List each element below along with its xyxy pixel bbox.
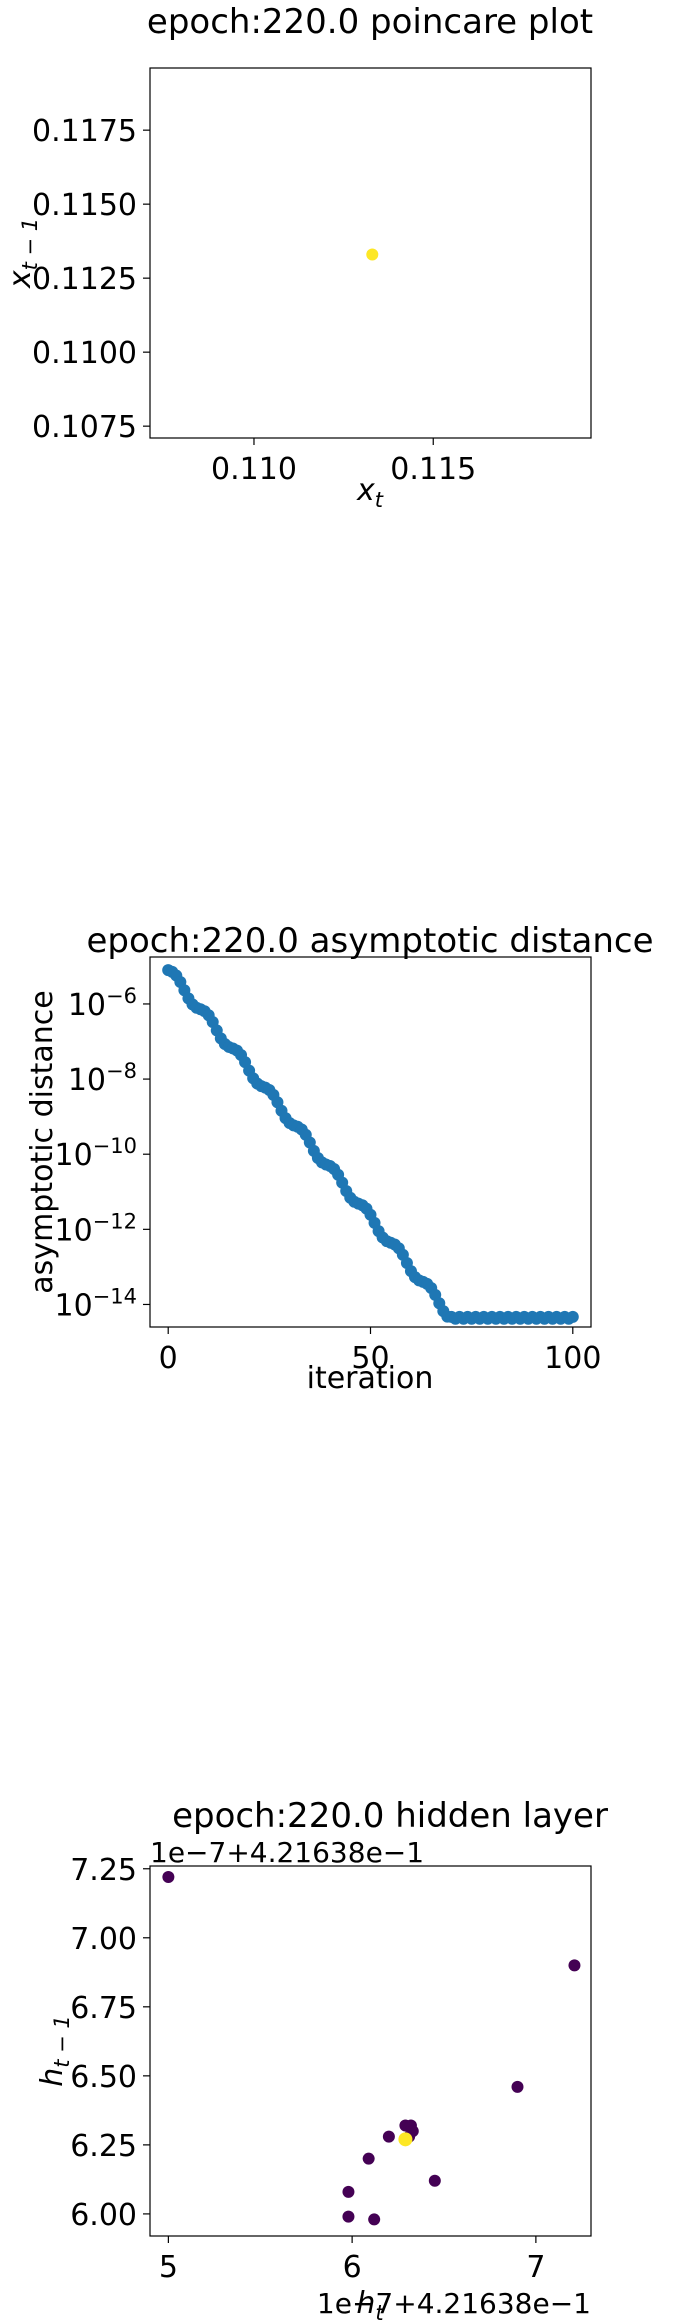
scatter-point xyxy=(382,2130,395,2143)
x-tick-label: 100 xyxy=(544,1341,601,1376)
y-tick-label: 6.75 xyxy=(70,1991,137,2026)
plot-frame xyxy=(149,1865,592,2237)
y-tick-label: 10−14 xyxy=(54,1284,137,1323)
x-axis-label: xt xyxy=(356,473,384,512)
plot-marks xyxy=(162,964,579,1325)
y-tick-label: 10−12 xyxy=(54,1209,137,1248)
plot-frame xyxy=(149,67,592,439)
x-axis-ticks: 0.110 0.115 xyxy=(211,438,476,487)
y-tick-label: 0.1100 xyxy=(32,336,137,371)
y-axis-label: ht − 1 xyxy=(35,2015,74,2087)
scatter-point xyxy=(368,2213,381,2226)
scatter-point xyxy=(366,248,379,261)
x-tick-label: 0.110 xyxy=(211,452,297,487)
asymptotic-distance-chart: epoch:220.0 asymptotic distance 0 50 100 1… xyxy=(25,921,654,1396)
y-tick-label: 7.00 xyxy=(70,1922,137,1957)
y-axis-ticks: 6.00 6.25 6.50 6.75 7.00 7.25 xyxy=(70,1853,150,2233)
y-tick-label: 6.25 xyxy=(70,2129,137,2164)
x-tick-label: 7 xyxy=(526,2250,545,2285)
scatter-point xyxy=(398,2132,413,2147)
y-axis-ticks: 10−6 10−8 10−10 10−12 10−14 xyxy=(54,984,150,1323)
scatter-point xyxy=(428,2174,441,2187)
y-tick-label: 6.50 xyxy=(70,2060,137,2095)
y-tick-label: 0.1150 xyxy=(32,188,137,223)
y-tick-label: 7.25 xyxy=(70,1853,137,1888)
hidden-layer-chart: epoch:220.0 hidden layer 1e−7+4.21638e−1… xyxy=(35,1796,608,2323)
x-offset-text: 1e−7+4.21638e−1 xyxy=(317,2287,591,2320)
x-tick-label: 0 xyxy=(159,1341,178,1376)
x-tick-label: 5 xyxy=(159,2250,178,2285)
x-tick-label: 0.115 xyxy=(390,452,476,487)
x-axis-label: iteration xyxy=(307,1361,434,1396)
scatter-point xyxy=(162,1871,175,1884)
x-tick-label: 6 xyxy=(343,2250,362,2285)
scatter-point xyxy=(342,2210,355,2223)
y-tick-label: 10−10 xyxy=(54,1134,137,1173)
y-tick-label: 10−6 xyxy=(68,984,137,1023)
plot-marks xyxy=(366,248,379,261)
x-tick-label: 50 xyxy=(351,1341,389,1376)
x-axis-ticks: 5 6 7 xyxy=(159,2236,545,2285)
scatter-point xyxy=(511,2080,524,2093)
y-tick-label: 0.1125 xyxy=(32,262,137,297)
scatter-point xyxy=(342,2185,355,2198)
y-tick-label: 6.00 xyxy=(70,2198,137,2233)
y-tick-label: 0.1175 xyxy=(32,114,137,149)
y-axis-ticks: 0.1075 0.1100 0.1125 0.1150 0.1175 xyxy=(32,114,150,445)
scatter-point xyxy=(566,1310,579,1323)
chart-title: epoch:220.0 asymptotic distance xyxy=(87,921,654,961)
scatter-point xyxy=(568,1959,581,1972)
plot-marks xyxy=(162,1871,581,2226)
y-tick-label: 0.1075 xyxy=(32,410,137,445)
y-axis-label: asymptotic distance xyxy=(25,990,60,1293)
poincare-plot-chart: epoch:220.0 poincare plot 0.110 0.115 0.1… xyxy=(3,2,593,512)
chart-title: epoch:220.0 poincare plot xyxy=(147,2,593,42)
scatter-point xyxy=(362,2152,375,2165)
chart-title: epoch:220.0 hidden layer xyxy=(172,1796,608,1836)
x-axis-ticks: 0 50 100 xyxy=(159,1327,601,1376)
x-axis-label: ht xyxy=(356,2286,384,2323)
y-tick-label: 10−8 xyxy=(68,1059,137,1098)
y-offset-text: 1e−7+4.21638e−1 xyxy=(150,1836,424,1869)
y-axis-label: xt − 1 xyxy=(3,218,42,289)
plot-frame xyxy=(149,956,592,1328)
